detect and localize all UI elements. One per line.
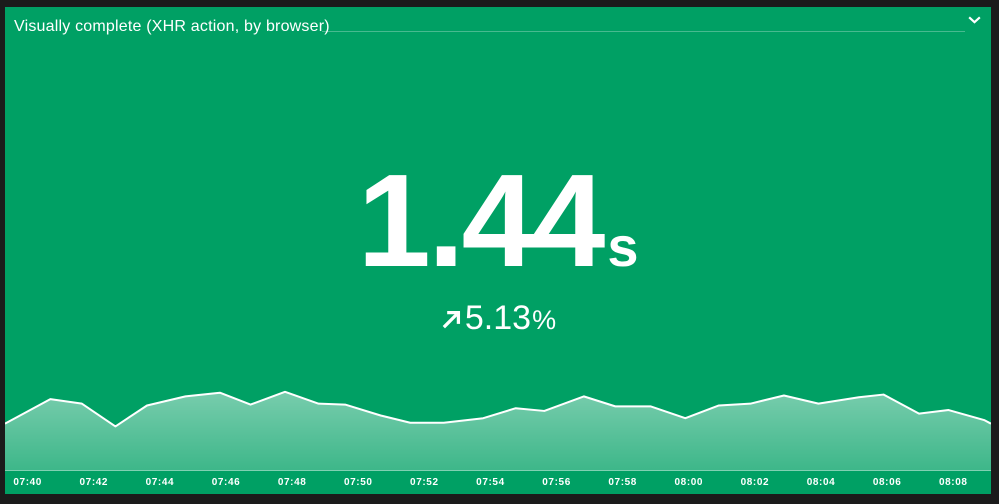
x-tick-label: 08:02 [740, 477, 770, 488]
chevron-down-icon[interactable] [965, 12, 983, 28]
metric-value-row: 1.44s [5, 155, 991, 287]
sparkline-fill [5, 391, 991, 471]
sparkline-chart: 07:40 07:42 07:44 07:46 07:48 07:50 07:52 07:54… [5, 380, 991, 494]
x-tick-label: 07:54 [476, 477, 505, 488]
trend-indicator: 5.13 % [5, 301, 991, 335]
x-tick-label: 07:56 [542, 477, 571, 488]
sparkline-line [5, 392, 991, 427]
visually-complete-tile[interactable]: Visually complete (XHR action, by browse… [5, 7, 991, 494]
tile-title: Visually complete (XHR action, by browse… [14, 18, 330, 35]
trend-value: 5.13 [464, 299, 532, 337]
x-axis-baseline [5, 470, 991, 471]
x-axis-tick-labels: 07:40 07:42 07:44 07:46 07:48 07:50 07:52 07:54… [5, 477, 991, 489]
trend-up-arrow-icon [442, 310, 460, 328]
x-tick-label: 07:44 [145, 477, 175, 488]
x-tick-label: 07:42 [79, 477, 109, 488]
x-tick-label: 07:50 [343, 477, 373, 488]
header-divider [322, 31, 965, 32]
x-tick-label: 07:48 [277, 477, 307, 488]
x-tick-label: 07:58 [608, 477, 637, 488]
x-tick-label: 08:08 [938, 477, 968, 488]
metric-value: 1.44 [357, 147, 605, 294]
x-tick-label: 07:52 [410, 477, 439, 488]
metric-unit: s [607, 215, 639, 278]
tile-header: Visually complete (XHR action, by browse… [5, 7, 991, 43]
x-tick-label: 08:04 [806, 477, 836, 488]
trend-unit: % [532, 304, 557, 335]
x-tick-label: 08:00 [674, 477, 704, 488]
metric-block: 1.44s 5.13 % [5, 155, 991, 336]
x-tick-label: 07:40 [13, 477, 42, 488]
x-tick-label: 07:46 [211, 477, 241, 488]
sparkline-area [5, 380, 991, 471]
x-tick-label: 08:06 [872, 477, 902, 488]
